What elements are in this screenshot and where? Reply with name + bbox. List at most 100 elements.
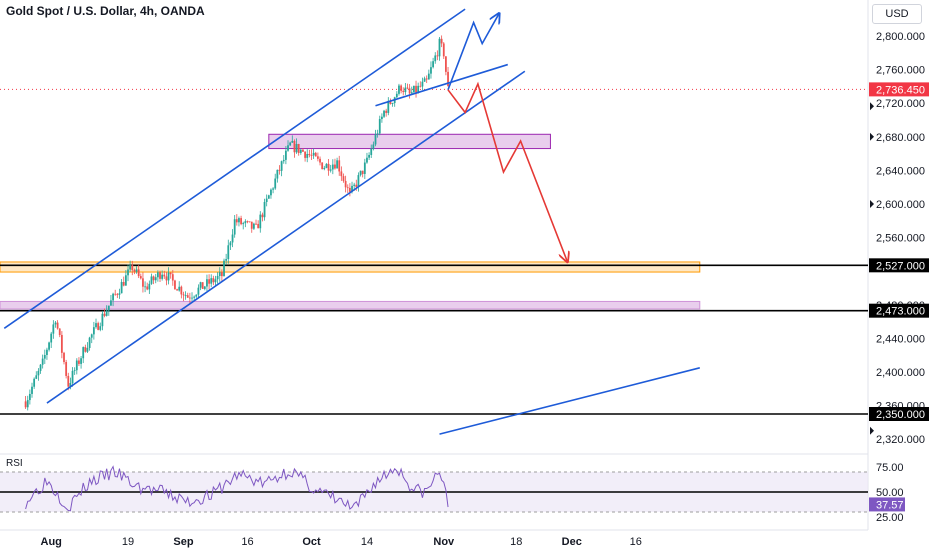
candle-body: [67, 375, 70, 387]
candle-body: [282, 159, 285, 162]
y-tick-label: 2,440.000: [876, 333, 925, 345]
y-tick-label: 2,640.000: [876, 165, 925, 177]
candle-body: [116, 294, 119, 296]
candle-body: [246, 221, 249, 223]
candle-body: [156, 272, 159, 278]
candle-body: [391, 103, 394, 104]
level-label-bg-0: [869, 258, 929, 273]
candle-body: [159, 272, 161, 279]
candle-body: [171, 274, 174, 281]
candle-body: [287, 145, 289, 151]
candle-body: [231, 234, 234, 243]
candle-body: [357, 175, 360, 187]
candle-body: [398, 85, 400, 94]
candle-body: [238, 218, 240, 223]
candle-body: [423, 78, 426, 82]
candle-body: [24, 401, 27, 408]
candle-body: [274, 178, 277, 189]
candle-body: [186, 295, 189, 298]
candle-body: [336, 160, 338, 169]
candle-body: [154, 277, 157, 281]
candle-body: [208, 279, 210, 284]
zone-support-purple-2: [0, 300, 701, 310]
candle-body: [195, 294, 198, 297]
candle-body: [295, 144, 298, 153]
candle-body: [223, 260, 225, 277]
candle-body: [48, 342, 50, 350]
candle-body: [419, 85, 422, 87]
candle-body: [278, 169, 281, 171]
candle-body: [191, 297, 193, 299]
candle-body: [137, 269, 140, 277]
candle-body: [144, 286, 146, 288]
candle-body: [425, 78, 428, 80]
candle-body: [304, 151, 306, 158]
candle-body: [146, 286, 149, 290]
currency-selector[interactable]: USD: [872, 4, 922, 24]
x-tick-label: Aug: [41, 536, 62, 548]
candle-body: [35, 375, 38, 379]
candle-body: [255, 223, 257, 225]
candle-body: [378, 119, 381, 134]
candle-body: [368, 154, 370, 158]
candle-body: [118, 293, 121, 295]
candle-body: [402, 90, 405, 93]
candle-body: [319, 158, 321, 163]
rsi-value-label: 37.57: [876, 499, 904, 511]
scenario-path-bullish: [447, 13, 499, 91]
candle-body: [297, 144, 300, 153]
candle-body: [340, 171, 343, 177]
candle-body: [69, 383, 72, 387]
candle-body: [387, 100, 390, 113]
candle-body: [37, 370, 40, 376]
rsi-line: [25, 465, 449, 512]
candle-body: [84, 347, 87, 352]
candle-body: [97, 323, 100, 330]
candle-body: [395, 93, 398, 98]
x-tick-label: 14: [361, 536, 373, 548]
candle-body: [182, 294, 185, 296]
candle-body: [112, 293, 114, 301]
y-tick-label: 2,720.000: [876, 98, 925, 110]
candle-body: [41, 358, 44, 365]
candle-body: [270, 189, 272, 196]
candle-body: [325, 163, 328, 168]
candle-body: [430, 67, 432, 74]
candle-body: [404, 87, 407, 93]
candle-body: [148, 283, 151, 290]
x-tick-label: Oct: [302, 536, 321, 548]
candle-body: [400, 85, 402, 91]
candle-body: [261, 214, 264, 218]
candle-body: [71, 370, 74, 384]
candle-body: [445, 56, 447, 72]
candle-body: [417, 85, 420, 93]
candle-body: [52, 324, 55, 334]
candle-body: [184, 295, 187, 297]
candle-body: [80, 358, 82, 364]
candle-body: [165, 276, 168, 281]
candle-body: [129, 265, 132, 270]
level-label-bg-1: [869, 303, 929, 318]
candle-body: [436, 55, 439, 57]
candle-body: [376, 133, 379, 135]
candle-body: [150, 276, 153, 284]
x-tick-label: Dec: [562, 536, 582, 548]
candle-body: [312, 152, 315, 156]
y-tick-label: 2,800.000: [876, 31, 925, 43]
rsi-value-bg: [869, 497, 905, 512]
candle-body: [438, 38, 441, 57]
candle-body: [329, 169, 332, 171]
candle-body: [101, 313, 104, 327]
candle-body: [161, 274, 164, 279]
candle-body: [197, 287, 200, 295]
chart-title: Gold Spot / U.S. Dollar, 4h, OANDA: [6, 4, 205, 18]
candle-body: [169, 272, 172, 275]
candle-body: [73, 370, 76, 372]
scenario-path-bearish: [447, 81, 568, 262]
candle-body: [355, 184, 358, 187]
candle-body: [180, 286, 183, 295]
candle-body: [99, 326, 102, 330]
candle-body: [331, 164, 334, 170]
candle-body: [408, 88, 411, 94]
y-tick-label: 2,600.000: [876, 199, 925, 211]
